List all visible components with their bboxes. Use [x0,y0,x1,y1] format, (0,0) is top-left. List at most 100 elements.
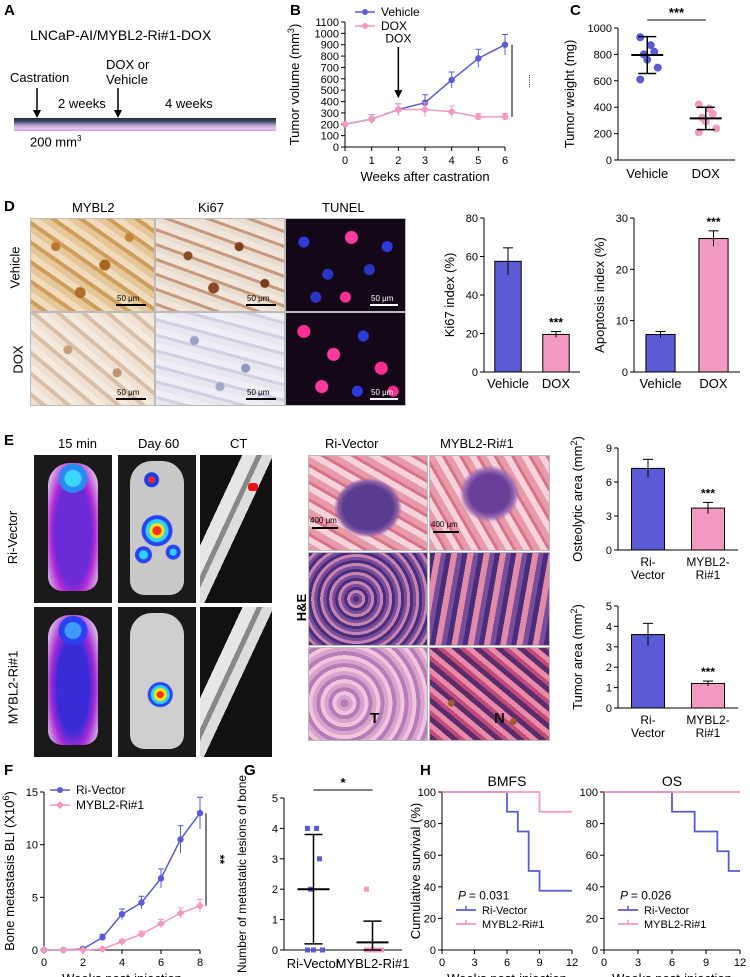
x-tick-label: 0 [41,957,47,969]
ct-ri-vector [200,455,272,603]
ihc-mybl2-vehicle [30,218,155,312]
data-point [650,47,659,56]
bar [631,634,665,709]
bli-mybl2-15min [34,607,112,757]
data-point [448,108,455,115]
y-tick-label: 1100 [315,17,339,29]
he-ri-vector-low [308,455,428,551]
y-tick-label: 0 [592,945,598,957]
y-tick-label: 300 [321,108,339,120]
y-tick-label: 9 [606,443,612,455]
legend-label: MYBL2-Ri#1 [644,919,706,931]
data-point [646,41,655,50]
scale-bar-label: 50 μm [247,388,270,397]
bone-metastasis-bli-chart: 0 5 10 15 0 2 4 6 8 Weeks post-injection Bone meta… [1,783,225,977]
he-mybl2-low [429,455,550,551]
y-tick-label: 0 [333,142,339,154]
data-point [395,106,402,113]
data-point [157,919,165,928]
y-tick-label: 5 [272,793,278,805]
x-axis-label: Weeks after castration [360,169,489,184]
vehicle-treatment-label: Vehicle [106,72,148,87]
y-tick-label: 20 [586,913,598,925]
significance-mark: * [340,775,346,790]
he-ri-vector-mid [308,552,428,646]
data-point [177,836,184,843]
tumor-area-chart: 0 1 2 3 4 5 Ri-Vector MYBL2-Ri#1 *** Tumor area (… [569,601,738,740]
x-tick-label: 3 [471,957,477,969]
ki67-index-chart: 0 20 40 60 80 Vehicle DOX *** Ki67 index (%) [442,213,580,391]
x-tick-label: 6 [669,957,675,969]
he-scale-bar [433,531,459,533]
y-tick-label: 10 [26,840,38,852]
y-tick-label: 1 [272,915,278,927]
row-dox-d: DOX [10,345,26,374]
y-tick-label: 800 [321,51,339,63]
x-tick-label: Ri-Vector [287,956,341,971]
x-tick-label: 9 [703,957,709,969]
y-axis-label: Tumor volume (mm3) [286,24,302,146]
data-point [320,947,325,953]
y-tick-label: 5 [32,892,38,904]
col-ki67: Ki67 [198,200,225,215]
y-tick-label: 0 [606,155,612,167]
tunel-vehicle [285,218,406,312]
x-axis-label: Weeks post-injection [62,971,182,977]
x-tick-label: 4 [449,155,455,167]
scale-bar-label: 50 μm [371,294,394,303]
data-point [712,124,721,133]
bar [542,333,570,373]
data-point [98,944,107,953]
y-tick-label: 1000 [588,23,612,35]
scale-bar [116,398,146,400]
y-tick-label: 60 [586,850,598,862]
legend-marker [362,9,368,15]
x-tick-label: 3 [635,957,641,969]
data-point [137,930,146,939]
x-tick-label: Ri#1 [696,726,721,740]
x-tick-label: DOX [699,376,728,391]
data-point [40,946,48,954]
scale-bar [246,398,276,400]
scale-bar-label: 50 μm [247,294,270,303]
bar [631,467,665,551]
y-tick-label: 800 [594,49,612,61]
scale-bar-label: 50 μm [117,294,140,303]
survival-curve [442,791,572,813]
apoptosis-index-chart: 0 10 20 30 Vehicle DOX *** Apoptosis index (%) [592,213,740,391]
scale-bar-label: 50 μm [117,388,140,397]
x-tick-label: MYBL2- [686,713,729,727]
x-tick-label: Ri#1 [696,568,721,582]
y-axis-label: Osteolytic area (mm2) [569,436,585,562]
data-point [421,106,429,113]
data-point [368,115,375,123]
significance-mark: ** [213,855,225,865]
bar [494,260,522,373]
x-tick-label: 12 [566,957,578,969]
y-tick-label: 100 [418,787,436,799]
p-value: P = 0.026 [620,888,672,902]
x-tick-label: DOX [692,166,721,181]
y-tick-label: 0 [606,545,612,557]
panel-b-label: B [290,2,301,19]
two-weeks-label: 2 weeks [58,96,106,111]
data-point [305,947,310,953]
data-point [79,946,87,954]
y-tick-label: 400 [594,102,612,114]
bli-ri-vector-day60 [118,455,196,603]
x-tick-label: 2 [80,957,86,969]
col-day60: Day 60 [138,436,180,451]
panel-e-label: E [4,432,15,449]
y-tick-label: 500 [321,85,339,97]
start-size-label: 200 mm3 [30,134,82,150]
x-axis-label: Weeks post-injection [447,971,567,977]
y-tick-label: 200 [594,129,612,141]
p-value: P = 0.031 [458,888,510,902]
data-point [196,809,204,817]
he-necrosis-mark: N [494,710,505,727]
y-tick-label: 0 [622,367,628,379]
data-point [138,899,145,906]
data-point [118,910,126,918]
legend-label: Vehicle [381,5,420,19]
